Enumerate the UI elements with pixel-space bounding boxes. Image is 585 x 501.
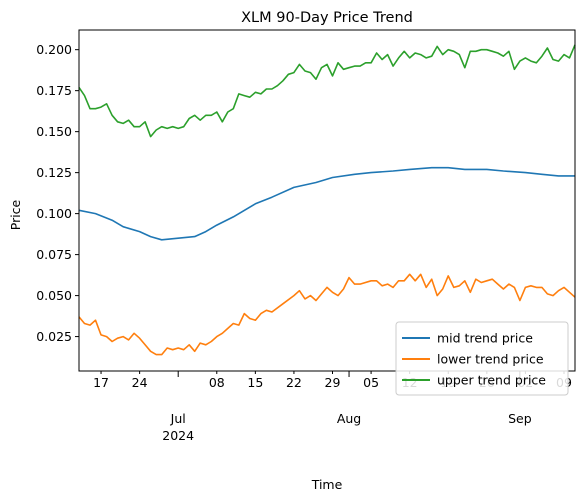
x-minor-tick-label: 24 [132, 375, 148, 390]
chart-title: XLM 90-Day Price Trend [241, 10, 413, 26]
legend-label-1: lower trend price [437, 352, 544, 367]
y-tick-label: 0.125 [36, 165, 72, 180]
x-major-tick-label: Sep [508, 411, 532, 426]
x-minor-tick-label: 17 [93, 375, 109, 390]
y-tick-label: 0.025 [36, 329, 72, 344]
series-line-0 [78, 166, 575, 241]
x-major-tick-label: Aug [337, 411, 361, 426]
y-tick-label: 0.100 [36, 206, 72, 221]
x-major-tick-sublabel: 2024 [162, 428, 194, 443]
legend: mid trend price lower trend price upper tr… [395, 321, 569, 396]
series-line-2 [78, 44, 576, 138]
x-minor-tick-label: 15 [247, 375, 263, 390]
legend-label-2: upper trend price [437, 373, 546, 388]
legend-label-0: mid trend price [437, 331, 533, 346]
y-tick-label: 0.175 [36, 83, 72, 98]
x-major-tick-label: Jul [170, 411, 186, 426]
x-minor-tick-label: 22 [286, 375, 302, 390]
x-minor-tick-label: 29 [325, 375, 341, 390]
axes-frame [78, 29, 576, 372]
x-minor-tick-label: 08 [209, 375, 225, 390]
y-tick-label: 0.150 [36, 124, 72, 139]
x-axis-label: Time [311, 477, 343, 492]
y-axis-ticks: 0.025 0.050 0.075 0.100 0.125 0.150 0.175 0.200 [36, 42, 79, 344]
y-axis-label: Price [8, 199, 23, 230]
y-tick-label: 0.200 [36, 42, 72, 57]
legend-box [395, 321, 569, 396]
y-tick-label: 0.075 [36, 247, 72, 262]
series-line-1 [78, 273, 576, 356]
plot-lines [78, 44, 576, 356]
x-minor-tick-label: 05 [363, 375, 379, 390]
y-tick-label: 0.050 [36, 288, 72, 303]
